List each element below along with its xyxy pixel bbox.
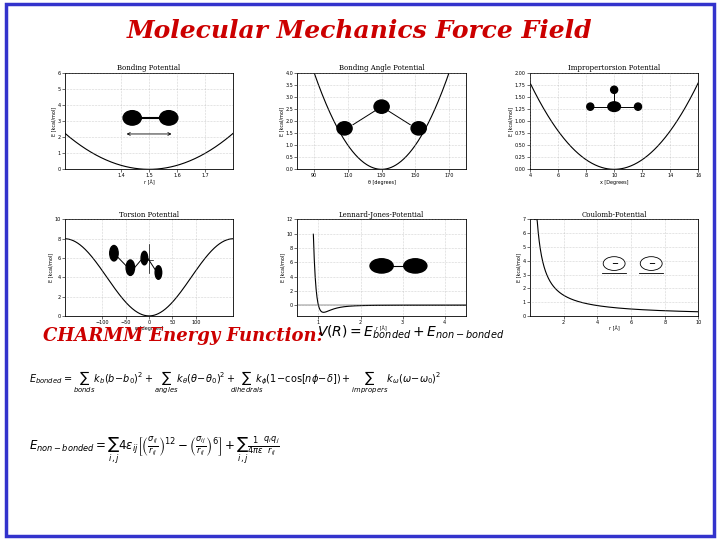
Ellipse shape — [141, 251, 148, 265]
Ellipse shape — [634, 103, 642, 110]
Ellipse shape — [109, 246, 118, 261]
X-axis label: r [Å]: r [Å] — [377, 327, 387, 332]
Title: Bonding Potential: Bonding Potential — [117, 64, 181, 72]
Ellipse shape — [155, 266, 162, 279]
Ellipse shape — [337, 122, 352, 135]
X-axis label: r [Å]: r [Å] — [144, 180, 154, 185]
Ellipse shape — [411, 122, 426, 135]
Title: Impropertorsion Potential: Impropertorsion Potential — [568, 64, 660, 72]
Title: Bonding Angle Potential: Bonding Angle Potential — [339, 64, 424, 72]
Ellipse shape — [608, 102, 621, 111]
X-axis label: ψ [degrees]: ψ [degrees] — [135, 327, 163, 332]
Ellipse shape — [123, 111, 141, 125]
Title: Coulomb-Potential: Coulomb-Potential — [582, 211, 647, 219]
X-axis label: θ [degrees]: θ [degrees] — [368, 180, 395, 185]
Title: Torsion Potential: Torsion Potential — [119, 211, 179, 219]
Ellipse shape — [126, 260, 135, 275]
X-axis label: x [Degrees]: x [Degrees] — [600, 180, 629, 185]
Ellipse shape — [603, 256, 625, 271]
Text: −: − — [611, 259, 618, 268]
Ellipse shape — [404, 259, 427, 273]
Y-axis label: E [kcal/mol]: E [kcal/mol] — [281, 253, 286, 282]
Ellipse shape — [374, 100, 390, 113]
Title: Lennard-Jones-Potential: Lennard-Jones-Potential — [339, 211, 424, 219]
Ellipse shape — [160, 111, 178, 125]
Text: Molecular Mechanics Force Field: Molecular Mechanics Force Field — [127, 19, 593, 43]
Text: −: − — [648, 259, 654, 268]
Y-axis label: E [kcal/mol]: E [kcal/mol] — [48, 253, 53, 282]
Y-axis label: E [kcal/mol]: E [kcal/mol] — [51, 106, 56, 136]
Ellipse shape — [611, 86, 618, 93]
Text: $V(R) = E_{bonded} + E_{non-bonded}$: $V(R) = E_{bonded} + E_{non-bonded}$ — [317, 324, 504, 341]
Y-axis label: E [kcal/mol]: E [kcal/mol] — [279, 106, 284, 136]
X-axis label: r [Å]: r [Å] — [609, 327, 619, 332]
Text: $E_{bonded} = \sum_{bonds} k_b(b\!-\!b_0)^2 + \sum_{angles} k_\theta(\theta\!-\!: $E_{bonded} = \sum_{bonds} k_b(b\!-\!b_0… — [29, 370, 441, 396]
Ellipse shape — [587, 103, 594, 110]
Text: $E_{non-bonded} = \sum_{i,j} 4\varepsilon_{ij}\left[\left(\frac{\sigma_{ij}}{r_{: $E_{non-bonded} = \sum_{i,j} 4\varepsilo… — [29, 435, 279, 467]
Y-axis label: E [kcal/mol]: E [kcal/mol] — [508, 106, 513, 136]
Y-axis label: E [kcal/mol]: E [kcal/mol] — [516, 253, 521, 282]
Ellipse shape — [370, 259, 393, 273]
Ellipse shape — [640, 256, 662, 271]
Text: CHARMM Energy Function:: CHARMM Energy Function: — [43, 327, 323, 345]
